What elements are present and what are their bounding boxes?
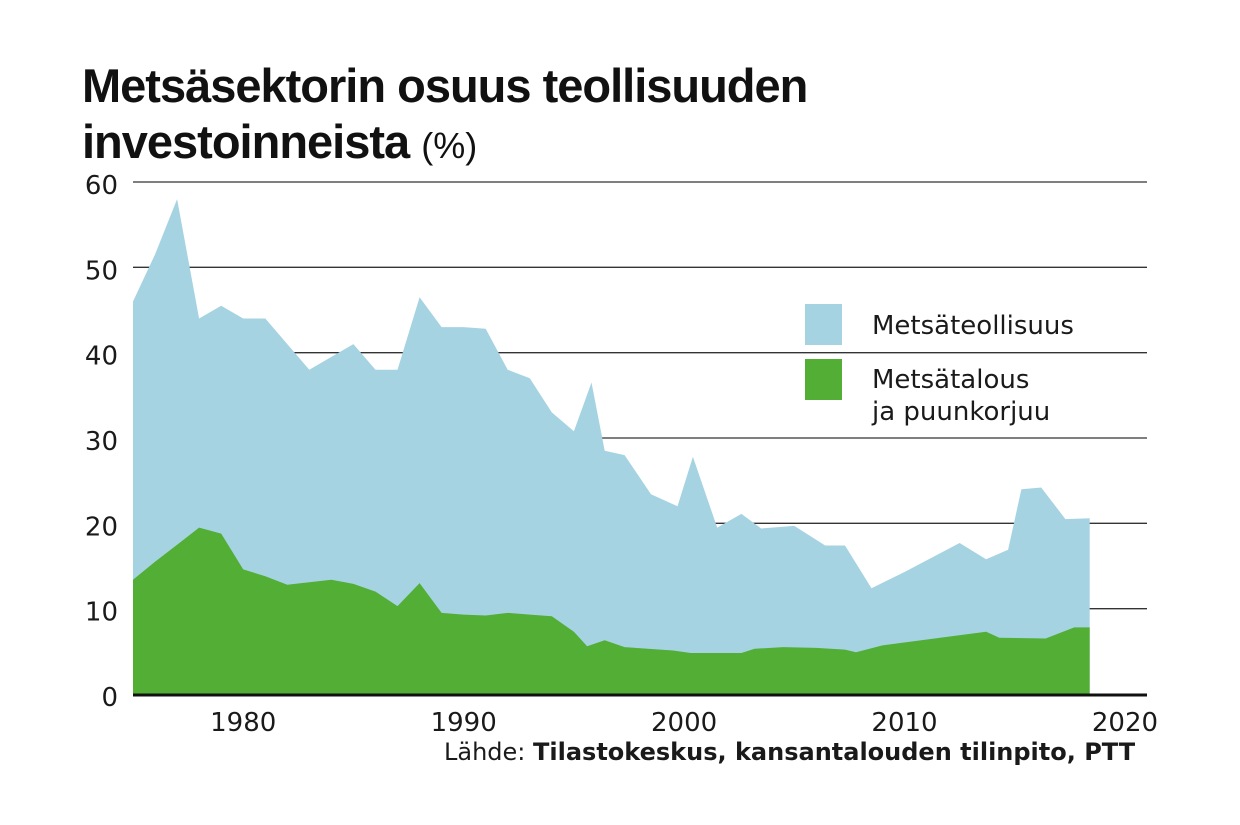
y-tick-label: 10: [85, 598, 118, 628]
y-tick-label: 50: [85, 256, 118, 286]
source-prefix: Lähde:: [444, 738, 526, 766]
x-tick-label: 2000: [651, 708, 717, 738]
y-tick-label: 20: [85, 512, 118, 542]
x-tick-label: 1990: [431, 708, 497, 738]
legend-swatch-metsatalous: [805, 359, 842, 400]
legend-swatch-metsateollisuus: [805, 304, 842, 345]
chart-title-text: Metsäsektorin osuus teollisuuden investo…: [82, 59, 808, 168]
y-tick-label: 0: [101, 683, 118, 713]
x-axis-ticks: 1980 1990 2000 2010 2020: [210, 708, 1158, 738]
x-tick-label: 2010: [871, 708, 937, 738]
source-text: Tilastokeskus, kansantalouden tilinpito,…: [533, 738, 1136, 766]
x-tick-label: 1980: [210, 708, 276, 738]
series-area-metsateollisuus: [133, 199, 1090, 694]
y-tick-label: 40: [85, 342, 118, 372]
y-tick-label: 30: [85, 427, 118, 457]
legend-label-metsatalous-line2: ja puunkorjuu: [871, 397, 1050, 427]
y-axis-ticks: 0 10 20 30 40 50 60: [85, 171, 118, 713]
legend-label-metsatalous-line1: Metsätalous: [872, 365, 1029, 395]
legend: Metsäteollisuus Metsätalous ja puunkorju…: [805, 304, 1074, 427]
y-tick-label: 60: [85, 171, 118, 201]
source-note: Lähde: Tilastokeskus, kansantalouden til…: [444, 738, 1224, 766]
legend-label-metsateollisuus: Metsäteollisuus: [872, 311, 1074, 341]
chart-title-unit: (%): [421, 125, 478, 166]
series-areas: [133, 199, 1147, 697]
x-tick-label: 2020: [1092, 708, 1158, 738]
series-area-metsatalous: [133, 527, 1090, 694]
chart-title: Metsäsektorin osuus teollisuuden investo…: [82, 58, 982, 174]
